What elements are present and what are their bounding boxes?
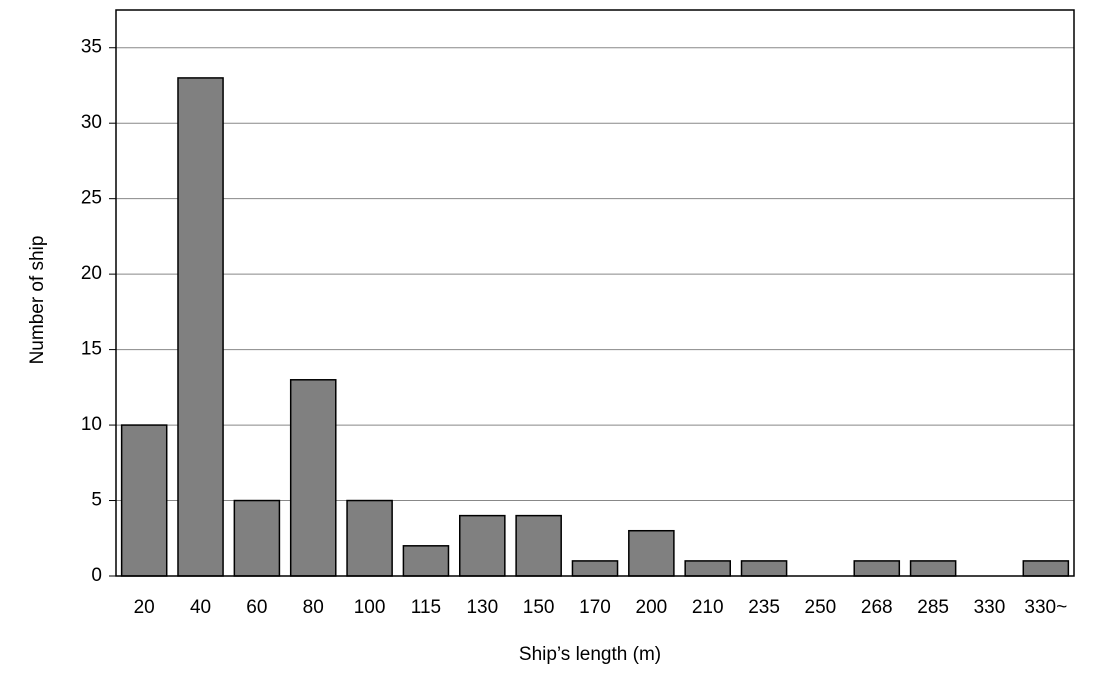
y-tick-label: 0 <box>91 565 102 586</box>
x-tick-label: 20 <box>134 597 155 618</box>
x-axis-label: Ship’s length (m) <box>519 644 661 665</box>
bar <box>120 424 168 577</box>
bar <box>909 560 957 577</box>
x-tick-label: 150 <box>523 597 555 618</box>
x-tick-label: 330~ <box>1024 597 1067 618</box>
plot-frame <box>115 9 1075 577</box>
bar <box>740 560 788 577</box>
y-axis-label: Number of ship <box>27 236 48 365</box>
y-tick-label: 25 <box>81 188 102 209</box>
bar <box>515 514 562 577</box>
y-tick-label: 30 <box>81 112 102 133</box>
bar <box>233 499 281 577</box>
bar <box>853 560 901 577</box>
y-tick-label: 15 <box>81 339 102 360</box>
bar <box>459 514 506 577</box>
bar <box>571 560 619 577</box>
y-tick-label: 20 <box>81 263 102 284</box>
bar <box>402 545 450 577</box>
x-tick-label: 170 <box>579 597 611 618</box>
bar <box>346 499 393 577</box>
x-tick-label: 60 <box>246 597 267 618</box>
x-tick-label: 80 <box>303 597 324 618</box>
x-tick-label: 130 <box>466 597 498 618</box>
x-tick-label: 100 <box>354 597 386 618</box>
y-tick-label: 35 <box>81 37 102 58</box>
x-tick-label: 330 <box>974 597 1006 618</box>
x-tick-label: 210 <box>692 597 724 618</box>
bar <box>628 529 675 577</box>
y-tick-label: 5 <box>91 490 102 511</box>
y-tick-label: 10 <box>81 414 102 435</box>
x-tick-label: 235 <box>748 597 780 618</box>
x-tick-label: 40 <box>190 597 211 618</box>
x-tick-label: 115 <box>411 597 441 618</box>
x-tick-label: 200 <box>636 597 668 618</box>
bar <box>684 560 731 577</box>
bar <box>289 379 337 577</box>
x-tick-label: 250 <box>805 597 837 618</box>
bar <box>177 77 224 577</box>
x-tick-label: 268 <box>861 597 893 618</box>
bar <box>1022 560 1070 577</box>
x-tick-label: 285 <box>917 597 949 618</box>
